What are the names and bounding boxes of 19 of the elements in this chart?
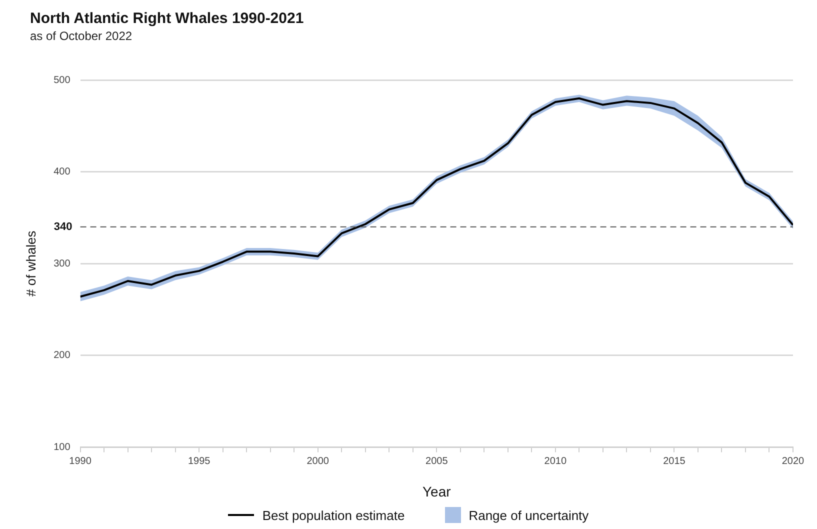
legend-label: Best population estimate [262,508,405,522]
x-axis-title: Year [422,483,452,500]
x-tick-label: 2010 [544,456,567,467]
y-axis-title: # of whales [23,230,38,296]
x-tick-label: 2015 [663,456,686,467]
x-tick-label: 2020 [782,456,805,467]
x-tick-label: 2005 [426,456,448,467]
x-tick-label: 1990 [69,456,92,467]
y-tick-label: 300 [54,258,71,270]
y-tick-label: 200 [54,350,71,362]
chart-subtitle: as of October 2022 [30,29,132,43]
chart-title: North Atlantic Right Whales 1990-2021 [30,10,304,27]
y-tick-label: 500 [54,74,71,86]
text: Range of uncertainty [468,508,589,522]
y-tick-label: 400 [54,166,71,178]
ref-line-label: 340 [54,220,72,233]
y-tick-label: 100 [54,442,71,453]
x-tick-label: 1995 [188,456,211,467]
x-tick-label: 2000 [306,456,330,467]
